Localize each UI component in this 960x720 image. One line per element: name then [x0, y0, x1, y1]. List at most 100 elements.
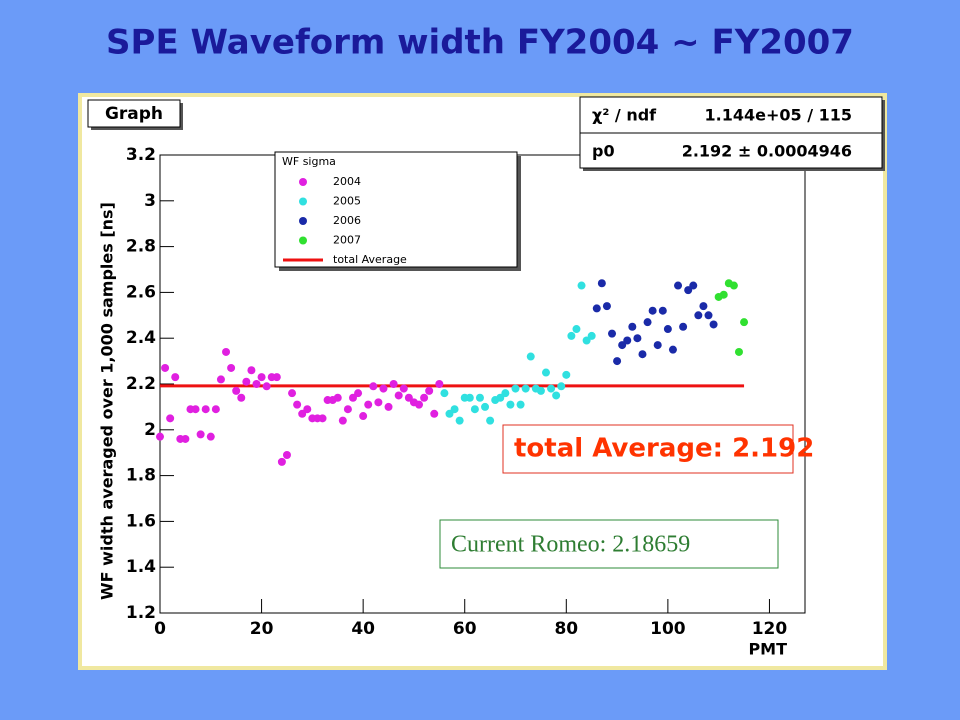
point	[674, 281, 683, 290]
point	[557, 382, 566, 391]
legend-marker	[299, 178, 307, 186]
point	[577, 281, 586, 290]
point	[734, 347, 743, 356]
point	[597, 279, 606, 288]
point	[719, 290, 728, 299]
point	[181, 434, 190, 443]
point	[166, 414, 175, 423]
point	[516, 400, 525, 409]
y-tick-label: 1.2	[126, 603, 156, 623]
point	[602, 302, 611, 311]
legend-box	[274, 151, 518, 268]
y-tick-label: 1.8	[126, 466, 156, 486]
legend-marker	[299, 197, 307, 206]
point	[298, 409, 307, 418]
point	[501, 389, 510, 398]
point	[608, 329, 617, 338]
legend-label: 2005	[333, 195, 361, 208]
point	[618, 341, 627, 350]
point	[465, 393, 474, 402]
point	[521, 384, 530, 393]
point	[470, 405, 479, 414]
point	[704, 311, 713, 320]
point	[496, 393, 505, 402]
point	[658, 306, 667, 315]
point	[282, 450, 291, 459]
legend-label: 2004	[333, 175, 361, 188]
point	[455, 416, 464, 425]
y-tick-label: 3.2	[126, 145, 156, 165]
point	[684, 286, 693, 295]
point	[227, 363, 236, 372]
y-tick-label: 2.4	[126, 328, 156, 348]
point	[369, 382, 378, 391]
panel-label: Graph	[105, 104, 163, 124]
point	[475, 393, 484, 402]
stats-key: χ² / ndf	[592, 106, 657, 125]
y-tick-label: 2	[144, 420, 156, 440]
point	[572, 325, 581, 334]
point	[420, 393, 429, 402]
point	[303, 405, 312, 414]
y-tick-label: 2.8	[126, 237, 156, 257]
point	[161, 363, 170, 372]
point	[262, 382, 271, 391]
x-axis-label: PMT	[748, 640, 787, 659]
point	[628, 322, 637, 331]
y-tick-label: 2.2	[126, 374, 156, 394]
point	[709, 320, 718, 329]
y-tick-label: 2.6	[126, 282, 156, 302]
point	[450, 405, 459, 414]
point	[511, 384, 520, 393]
point	[196, 430, 205, 439]
point	[216, 375, 225, 384]
point	[277, 457, 286, 466]
point	[582, 336, 591, 345]
point	[648, 306, 657, 315]
stats-value: 2.192 ± 0.0004946	[682, 142, 852, 161]
legend-title: WF sigma	[282, 155, 336, 168]
point	[272, 373, 281, 382]
point	[384, 402, 393, 411]
point	[430, 409, 439, 418]
point	[374, 398, 383, 407]
legend-marker	[299, 217, 307, 225]
annotation-box	[502, 424, 794, 474]
point	[348, 393, 357, 402]
point	[638, 350, 647, 359]
x-tick-label: 80	[554, 619, 578, 639]
point	[359, 412, 368, 421]
point	[425, 386, 434, 395]
point	[343, 405, 352, 414]
point	[562, 370, 571, 379]
x-tick-label: 20	[250, 619, 274, 639]
x-tick-label: 120	[752, 619, 788, 639]
x-tick-label: 0	[154, 619, 166, 639]
point	[415, 400, 424, 409]
point	[481, 402, 490, 411]
point	[399, 384, 408, 393]
point	[592, 304, 601, 313]
point	[364, 400, 373, 409]
slide-title: SPE Waveform width FY2004 ~ FY2007	[106, 23, 854, 63]
point	[486, 416, 495, 425]
point	[156, 432, 164, 441]
y-tick-label: 3	[144, 191, 156, 211]
point	[211, 405, 220, 414]
point	[536, 386, 545, 395]
stats-value: 1.144e+05 / 115	[704, 106, 852, 125]
point	[171, 373, 180, 382]
point	[247, 366, 256, 375]
point	[623, 336, 632, 345]
point	[206, 432, 215, 441]
point	[668, 345, 677, 354]
point	[541, 368, 550, 377]
x-tick-label: 40	[351, 619, 375, 639]
legend-marker	[299, 236, 307, 245]
point	[587, 331, 596, 340]
point	[633, 334, 642, 343]
point	[252, 380, 261, 388]
point	[293, 400, 302, 409]
x-tick-label: 60	[453, 619, 477, 639]
